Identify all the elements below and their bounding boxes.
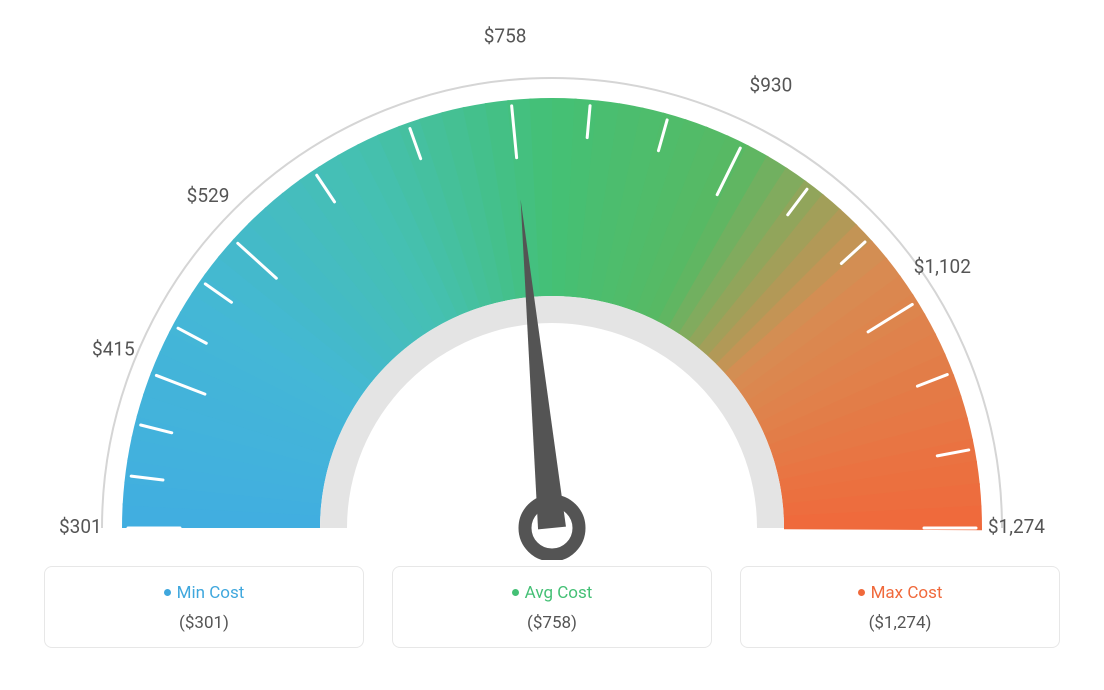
- gauge-svg: $301 $415 $529 $758 $930 $1,102 $1,274: [0, 0, 1104, 560]
- legend-min-label: Min Cost: [177, 583, 245, 603]
- svg-text:$1,102: $1,102: [914, 255, 971, 278]
- legend-avg-label: Avg Cost: [525, 583, 593, 603]
- svg-text:$529: $529: [187, 184, 230, 207]
- legend-row: Min Cost ($301) Avg Cost ($758) Max Cost…: [0, 560, 1104, 648]
- legend-avg-title: Avg Cost: [403, 583, 701, 603]
- legend-max-label: Max Cost: [871, 583, 943, 603]
- legend-min-value: ($301): [55, 613, 353, 633]
- svg-text:$1,274: $1,274: [988, 515, 1045, 538]
- dot-icon: [512, 589, 519, 596]
- svg-text:$930: $930: [750, 73, 793, 96]
- legend-card-avg: Avg Cost ($758): [392, 566, 712, 648]
- gauge-chart: $301 $415 $529 $758 $930 $1,102 $1,274: [0, 0, 1104, 560]
- dot-icon: [858, 589, 865, 596]
- legend-min-title: Min Cost: [55, 583, 353, 603]
- svg-text:$415: $415: [92, 338, 135, 361]
- dot-icon: [164, 589, 171, 596]
- legend-max-value: ($1,274): [751, 613, 1049, 633]
- svg-text:$301: $301: [59, 515, 102, 538]
- legend-max-title: Max Cost: [751, 583, 1049, 603]
- legend-card-min: Min Cost ($301): [44, 566, 364, 648]
- svg-text:$758: $758: [484, 24, 527, 47]
- legend-avg-value: ($758): [403, 613, 701, 633]
- legend-card-max: Max Cost ($1,274): [740, 566, 1060, 648]
